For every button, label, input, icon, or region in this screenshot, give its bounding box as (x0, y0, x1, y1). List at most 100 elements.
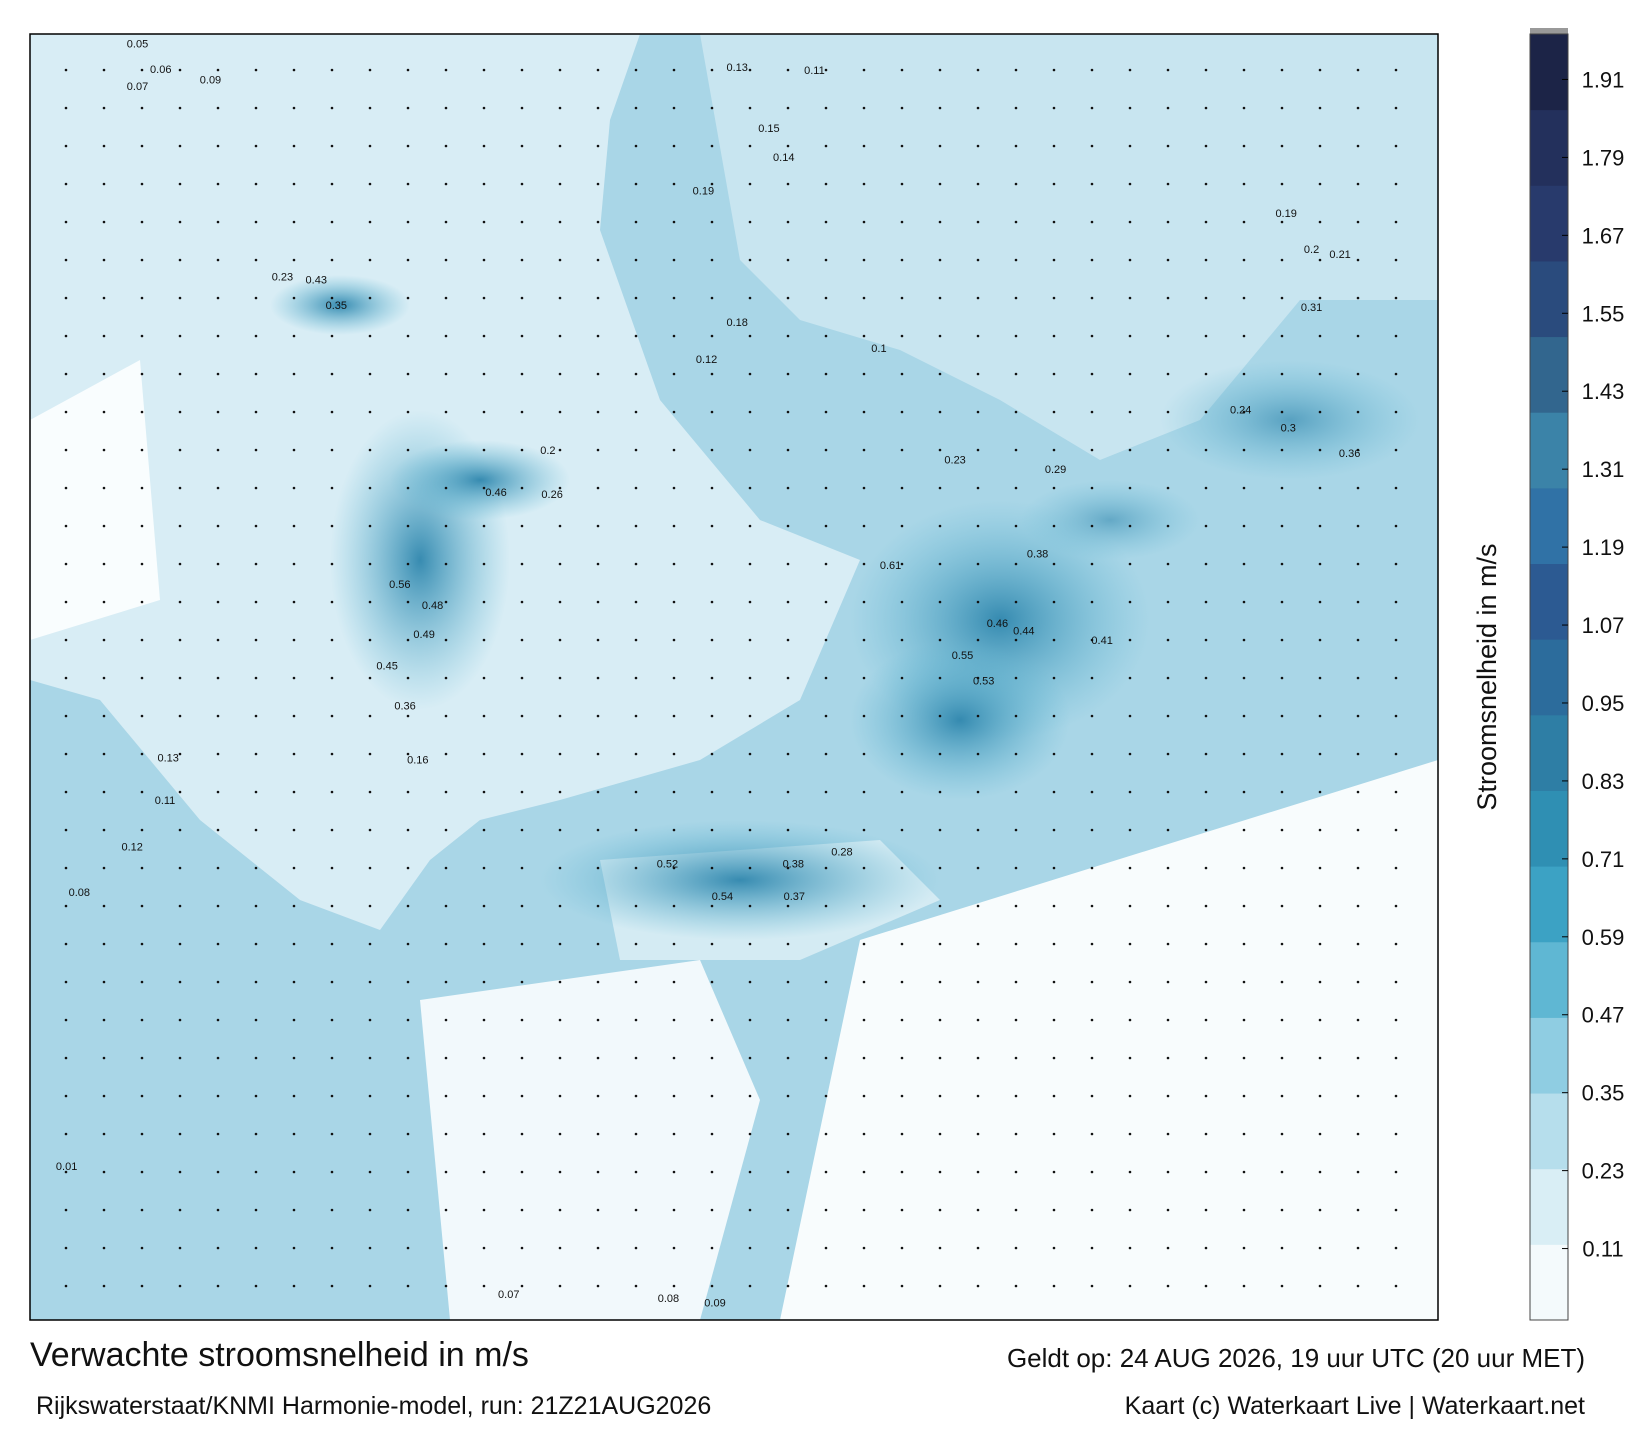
grid-dot (824, 600, 828, 604)
grid-dot (672, 752, 676, 756)
grid-dot (1052, 68, 1056, 72)
grid-dot (824, 258, 828, 262)
grid-dot (368, 676, 372, 680)
colorbar-band (1530, 185, 1568, 262)
grid-dot (1014, 676, 1018, 680)
grid-dot (292, 448, 296, 452)
speed-label: 0.14 (773, 152, 794, 164)
grid-dot (824, 1170, 828, 1174)
grid-dot (1242, 68, 1246, 72)
grid-dot (976, 448, 980, 452)
grid-dot (1280, 334, 1284, 338)
grid-dot (1242, 1132, 1246, 1136)
grid-dot (672, 144, 676, 148)
grid-dot (368, 980, 372, 984)
grid-dot (938, 334, 942, 338)
grid-dot (900, 676, 904, 680)
grid-dot (634, 448, 638, 452)
grid-dot (748, 904, 752, 908)
grid-dot (976, 182, 980, 186)
grid-dot (862, 1170, 866, 1174)
grid-dot (1128, 296, 1132, 300)
grid-dot (1280, 1094, 1284, 1098)
grid-dot (900, 1284, 904, 1288)
grid-dot (1052, 524, 1056, 528)
grid-dot (102, 600, 106, 604)
grid-dot (672, 904, 676, 908)
grid-dot (862, 866, 866, 870)
grid-dot (292, 524, 296, 528)
grid-dot (824, 1208, 828, 1212)
grid-dot (216, 866, 220, 870)
grid-dot (824, 942, 828, 946)
grid-dot (672, 1246, 676, 1250)
grid-dot (1204, 1018, 1208, 1022)
grid-dot (1318, 296, 1322, 300)
grid-dot (862, 1208, 866, 1212)
grid-dot (254, 182, 258, 186)
grid-dot (292, 1284, 296, 1288)
grid-dot (292, 1056, 296, 1060)
grid-dot (938, 258, 942, 262)
grid-dot (1394, 790, 1398, 794)
grid-dot (482, 866, 486, 870)
speed-label: 0.41 (1091, 635, 1112, 647)
grid-dot (748, 220, 752, 224)
grid-dot (1242, 1246, 1246, 1250)
grid-dot (1052, 144, 1056, 148)
grid-dot (1356, 334, 1360, 338)
grid-dot (710, 942, 714, 946)
grid-dot (938, 1284, 942, 1288)
grid-dot (558, 182, 562, 186)
grid-dot (482, 790, 486, 794)
grid-dot (1356, 600, 1360, 604)
grid-dot (976, 410, 980, 414)
grid-dot (102, 980, 106, 984)
grid-dot (1166, 1208, 1170, 1212)
grid-dot (1128, 676, 1132, 680)
grid-dot (1356, 942, 1360, 946)
grid-dot (634, 790, 638, 794)
grid-dot (1394, 334, 1398, 338)
grid-dot (710, 1284, 714, 1288)
grid-dot (672, 790, 676, 794)
grid-dot (900, 600, 904, 604)
grid-dot (1090, 410, 1094, 414)
grid-dot (1090, 182, 1094, 186)
grid-dot (824, 68, 828, 72)
grid-dot (1280, 676, 1284, 680)
grid-dot (1014, 1018, 1018, 1022)
grid-dot (330, 1018, 334, 1022)
grid-dot (596, 220, 600, 224)
grid-dot (1280, 562, 1284, 566)
colorbar-tick-label: 1.07 (1582, 613, 1625, 638)
grid-dot (1128, 828, 1132, 832)
valid-time: Geldt op: 24 AUG 2026, 19 uur UTC (20 uu… (1006, 1343, 1585, 1373)
grid-dot (1090, 866, 1094, 870)
grid-dot (1128, 1056, 1132, 1060)
grid-dot (1280, 144, 1284, 148)
grid-dot (1128, 790, 1132, 794)
grid-dot (140, 562, 144, 566)
grid-dot (1052, 714, 1056, 718)
grid-dot (368, 828, 372, 832)
grid-dot (64, 372, 68, 376)
grid-dot (1052, 1132, 1056, 1136)
grid-dot (216, 144, 220, 148)
grid-dot (1090, 296, 1094, 300)
speed-label: 0.31 (1301, 302, 1322, 314)
grid-dot (1356, 1284, 1360, 1288)
grid-dot (102, 752, 106, 756)
grid-dot (1356, 1132, 1360, 1136)
grid-dot (900, 448, 904, 452)
grid-dot (1280, 1132, 1284, 1136)
grid-dot (710, 866, 714, 870)
grid-dot (672, 562, 676, 566)
grid-dot (1052, 752, 1056, 756)
grid-dot (710, 676, 714, 680)
colorbar-band (1530, 639, 1568, 716)
grid-dot (102, 220, 106, 224)
grid-dot (862, 904, 866, 908)
grid-dot (254, 1170, 258, 1174)
grid-dot (444, 980, 448, 984)
